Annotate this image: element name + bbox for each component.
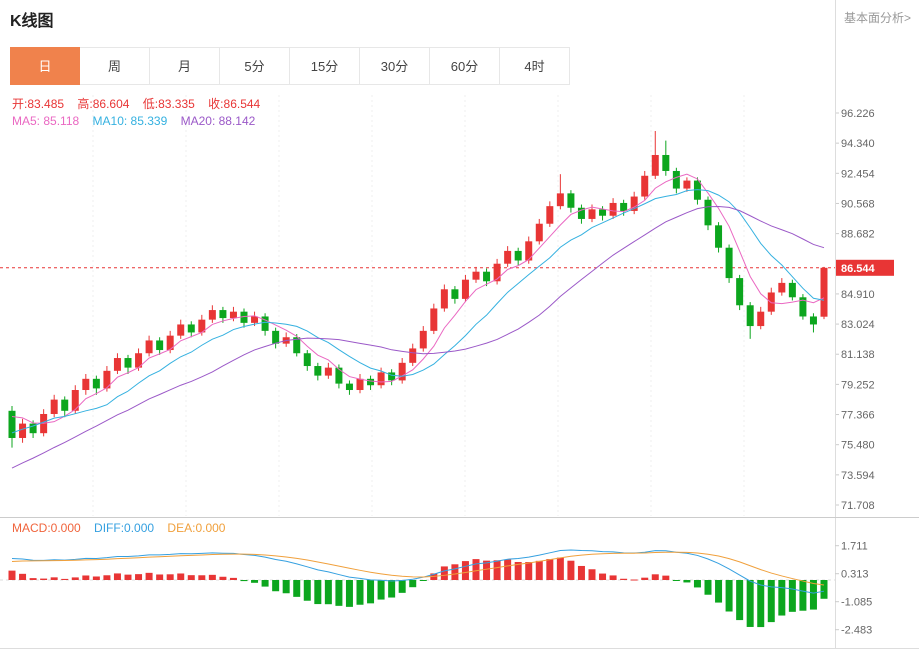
svg-text:84.910: 84.910 — [841, 289, 875, 301]
low-value: 低:83.335 — [142, 97, 195, 111]
svg-text:86.544: 86.544 — [841, 263, 876, 275]
ma10-value: MA10: 85.339 — [92, 114, 168, 128]
macd-value: MACD:0.000 — [12, 521, 81, 535]
tab-5min[interactable]: 5分 — [220, 47, 290, 85]
high-value: 高:86.604 — [77, 97, 130, 111]
grid-lines — [92, 95, 745, 516]
tab-4hour[interactable]: 4时 — [500, 47, 570, 85]
macd-axis: 1.711 0.313 -1.085 -2.483 — [835, 541, 872, 637]
svg-text:88.682: 88.682 — [841, 229, 875, 241]
svg-text:81.138: 81.138 — [841, 349, 875, 361]
svg-text:94.340: 94.340 — [841, 138, 875, 150]
svg-text:73.594: 73.594 — [841, 470, 875, 482]
ma20-line — [11, 206, 825, 469]
tab-15min[interactable]: 15分 — [290, 47, 360, 85]
candles-group — [8, 131, 828, 448]
period-tabs: 日 周 月 5分 15分 30分 60分 4时 — [10, 47, 570, 85]
svg-text:1.711: 1.711 — [841, 541, 868, 553]
ma10-line — [11, 189, 825, 434]
svg-text:92.454: 92.454 — [841, 168, 875, 180]
svg-text:79.252: 79.252 — [841, 379, 875, 391]
close-value: 收:86.544 — [208, 97, 261, 111]
open-value: 开:83.485 — [12, 97, 65, 111]
ma5-line — [11, 173, 825, 424]
tab-60min[interactable]: 60分 — [430, 47, 500, 85]
ma5-value: MA5: 85.118 — [12, 114, 80, 128]
svg-text:77.366: 77.366 — [841, 410, 875, 422]
diff-line — [11, 549, 825, 594]
tab-month[interactable]: 月 — [150, 47, 220, 85]
svg-text:-1.085: -1.085 — [841, 597, 872, 609]
ohlc-info: 开:83.485 高:86.604 低:83.335 收:86.544 — [12, 95, 270, 112]
page-title: K线图 — [10, 13, 54, 30]
svg-text:75.480: 75.480 — [841, 440, 875, 452]
svg-text:-2.483: -2.483 — [841, 625, 872, 637]
tab-day[interactable]: 日 — [10, 47, 80, 85]
svg-text:0.313: 0.313 — [841, 569, 869, 581]
fundamental-analysis-link[interactable]: 基本面分析> — [843, 11, 911, 25]
svg-text:96.226: 96.226 — [841, 108, 875, 120]
current-price-tag: 86.544 — [836, 259, 894, 276]
ma20-value: MA20: 88.142 — [180, 114, 256, 128]
svg-text:83.024: 83.024 — [841, 319, 875, 331]
ma-info: MA5: 85.118 MA10: 85.339 MA20: 88.142 — [12, 114, 265, 128]
svg-text:71.708: 71.708 — [841, 500, 875, 512]
dea-value: DEA:0.000 — [167, 521, 226, 535]
macd-histogram — [8, 557, 828, 628]
svg-text:90.568: 90.568 — [841, 199, 875, 211]
diff-value: DIFF:0.000 — [94, 521, 155, 535]
tab-week[interactable]: 周 — [80, 47, 150, 85]
macd-info: MACD:0.000 DIFF:0.000 DEA:0.000 — [12, 521, 235, 535]
price-axis: 96.226 94.340 92.454 90.568 88.682 84.910 83.0… — [835, 108, 875, 512]
dea-line — [11, 551, 825, 586]
tab-30min[interactable]: 30分 — [360, 47, 430, 85]
